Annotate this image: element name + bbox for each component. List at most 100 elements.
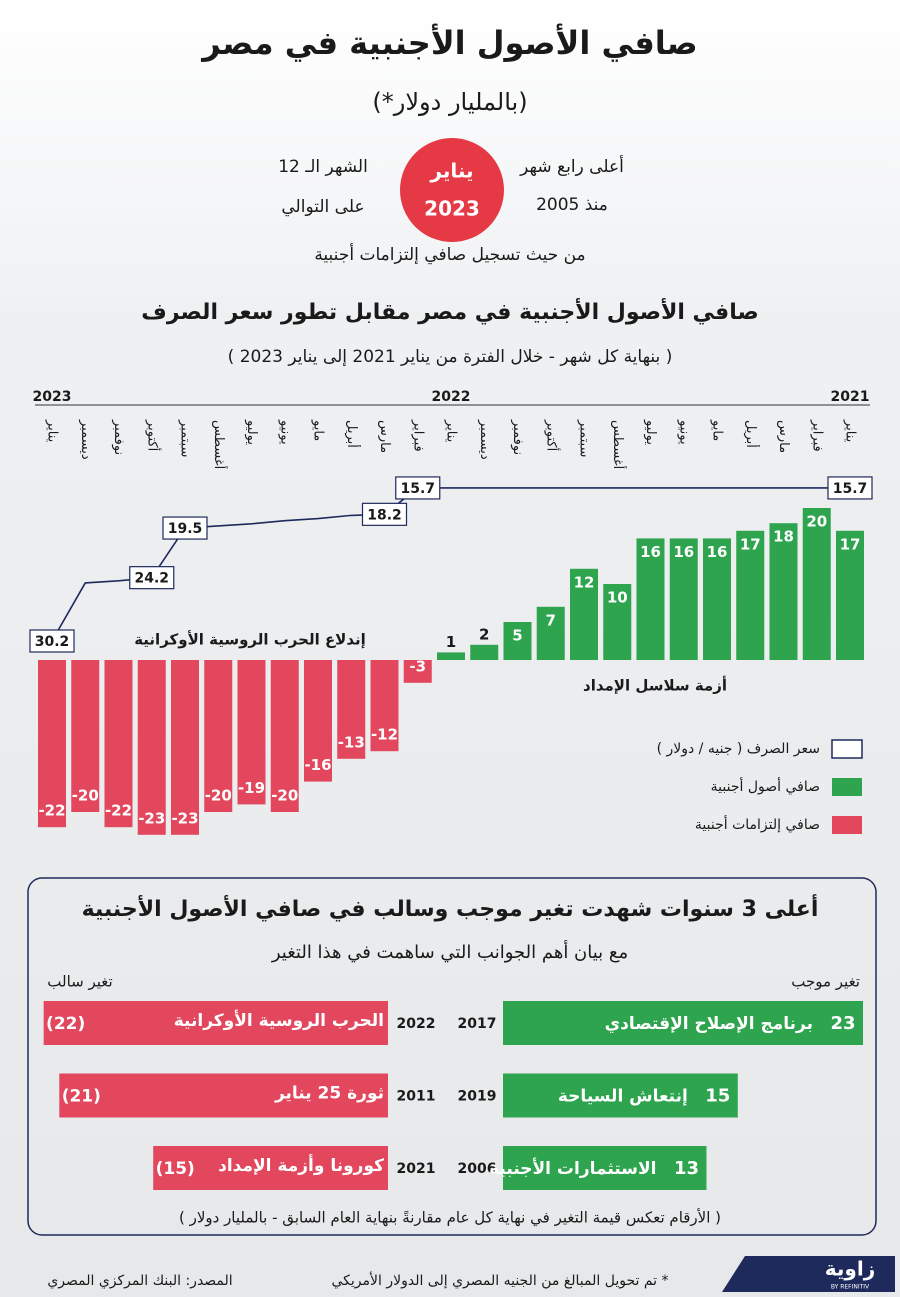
- x-tick-label: أكتوبر: [543, 419, 560, 451]
- bar-description: ثورة 25 يناير: [274, 1084, 384, 1104]
- legend-label: سعر الصرف ( جنيه / دولار ): [657, 741, 820, 757]
- panel-footnote: ( الأرقام تعكس قيمة التغير في نهاية كل ع…: [179, 1208, 721, 1228]
- bar-description: كورونا وأزمة الإمداد: [218, 1154, 384, 1176]
- bar: [503, 622, 532, 660]
- year-label: 2021: [397, 1161, 436, 1177]
- bar-label: -12: [371, 726, 398, 744]
- bar: [503, 1146, 707, 1190]
- x-tick-label: مارس: [776, 420, 791, 453]
- line-label: 30.2: [35, 634, 70, 650]
- x-tick-label: أكتوبر: [144, 419, 161, 451]
- bar-label: 20: [806, 513, 827, 531]
- bar: [71, 660, 100, 812]
- year-label: 2023: [33, 389, 72, 405]
- bar: [503, 1073, 738, 1118]
- x-tick-label: يونيو: [676, 419, 691, 445]
- x-tick-label: أبريل: [344, 420, 361, 448]
- line-label: 18.2: [367, 507, 402, 523]
- year-label: 2006: [458, 1161, 497, 1177]
- bar: [104, 660, 133, 828]
- year-label: 2011: [397, 1089, 436, 1105]
- bar: [636, 538, 665, 660]
- bar: [570, 568, 598, 660]
- bar-label: -22: [38, 802, 65, 820]
- x-tick-label: فبراير: [809, 419, 824, 452]
- subtitle: (بالمليار دولار*): [372, 88, 527, 116]
- chart-title: صافي الأصول الأجنبية في مصر مقابل تطور س…: [141, 297, 758, 325]
- x-tick-label: مارس: [377, 420, 392, 453]
- panel-title: أعلى 3 سنوات شهدت تغير موجب وسالب في صاف…: [82, 893, 819, 922]
- series-label: تغير موجب: [791, 973, 860, 991]
- bar-label: 5: [512, 627, 522, 645]
- bar: [270, 660, 299, 812]
- bar-label: 15: [705, 1086, 730, 1107]
- fact: أعلى رابع شهر: [519, 155, 624, 177]
- bar: [836, 530, 864, 660]
- year-label: 2022: [432, 389, 471, 405]
- bar: [769, 523, 798, 660]
- panel: [27, 877, 877, 1236]
- bar-label: -23: [171, 809, 198, 827]
- bar-label: 17: [840, 535, 861, 553]
- logo-text: زاوية: [825, 1257, 875, 1281]
- bar: [536, 606, 565, 660]
- bar: [437, 652, 465, 660]
- bar: [153, 1146, 388, 1190]
- annotation: أزمة سلاسل الإمداد: [583, 676, 727, 695]
- bar: [503, 1001, 863, 1045]
- series-label: تغير سالب: [47, 973, 112, 991]
- bar-label: 18: [773, 528, 794, 546]
- bar-label: -3: [409, 657, 426, 675]
- bar-label: 10: [607, 589, 628, 607]
- bar-label: -20: [271, 787, 298, 805]
- bar-label: 1: [446, 633, 456, 651]
- legend-swatch: [832, 778, 862, 796]
- x-tick-label: نوفمبر: [111, 419, 126, 455]
- x-tick-label: يناير: [444, 419, 459, 443]
- x-tick-label: سبتمبر: [178, 419, 193, 457]
- bar: [59, 1073, 388, 1118]
- bar: [370, 660, 399, 752]
- logo-sub: BY REFINITIV: [831, 1284, 870, 1291]
- x-tick-label: ديسمبر: [477, 419, 492, 460]
- bar-label: 16: [707, 543, 728, 561]
- bar-label: -20: [205, 787, 232, 805]
- x-tick-label: مايو: [710, 419, 725, 441]
- line-label: 15.7: [833, 481, 868, 497]
- bar: [171, 660, 199, 835]
- bar: [736, 530, 765, 660]
- line-label-box: [129, 566, 175, 590]
- bar: [470, 644, 499, 660]
- bar: [669, 538, 698, 660]
- line-label-box: [162, 516, 208, 540]
- badge: [400, 138, 504, 242]
- annotation: إندلاع الحرب الروسية الأوكرانية: [134, 631, 366, 649]
- x-tick-label: يناير: [843, 419, 858, 443]
- bar-label: (22): [46, 1014, 85, 1034]
- logo: [722, 1256, 895, 1292]
- bar: [337, 660, 366, 759]
- bar: [137, 660, 166, 835]
- fact-note: من حيث تسجيل صافي إلتزامات أجنبية: [314, 243, 585, 265]
- badge-text: 2023: [424, 197, 480, 221]
- bar-label: -13: [338, 733, 365, 751]
- x-tick-label: أغسطس: [211, 420, 228, 469]
- line-label: 24.2: [134, 571, 169, 587]
- x-tick-label: يناير: [45, 419, 60, 443]
- year-label: 2021: [831, 389, 870, 405]
- line-label-box: [395, 476, 441, 500]
- bar-label: -16: [304, 756, 331, 774]
- year-label: 2022: [397, 1016, 436, 1032]
- bar-label: 16: [640, 543, 661, 561]
- bar: [802, 508, 831, 660]
- bar-label: (21): [62, 1087, 101, 1107]
- bar-label: 23: [830, 1013, 855, 1034]
- bar-label: 16: [673, 543, 694, 561]
- x-tick-label: أبريل: [743, 420, 760, 448]
- x-tick-label: يونيو: [277, 419, 292, 445]
- x-tick-label: يوليو: [643, 419, 658, 445]
- line-label-box: [361, 502, 408, 526]
- bar: [38, 660, 66, 828]
